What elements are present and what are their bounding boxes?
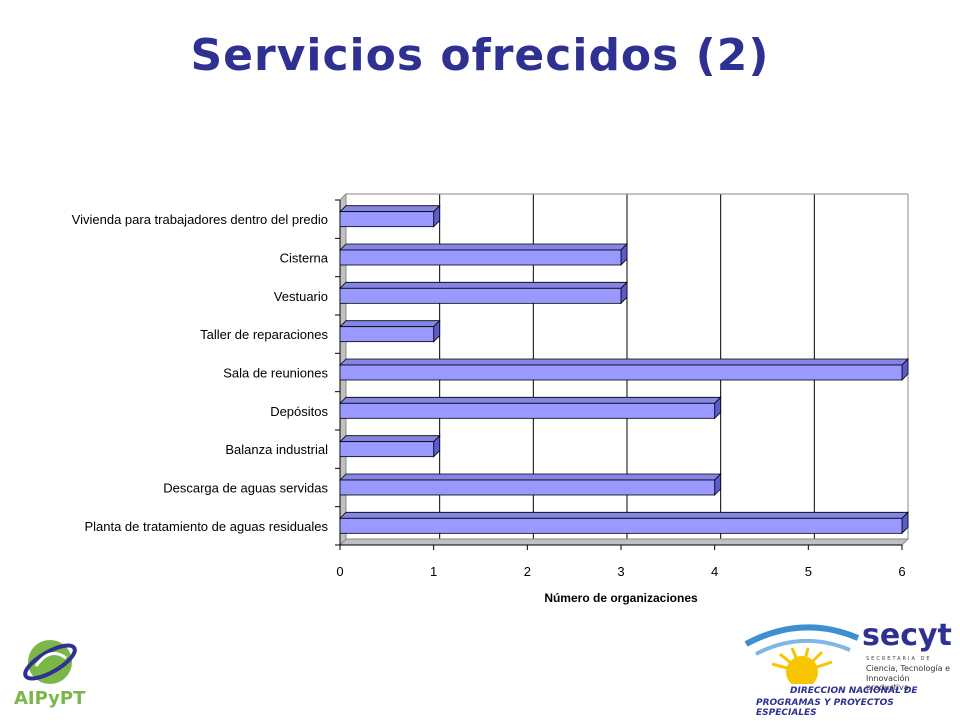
bar-chart: Vivienda para trabajadores dentro del pr… [72, 192, 910, 605]
x-tick-label: 5 [805, 564, 812, 579]
bar [339, 441, 435, 458]
secyt-line1: Ciencia, Tecnología e [866, 664, 951, 673]
category-label: Depósitos [270, 404, 328, 419]
bar-top-face [339, 396, 722, 404]
bar [339, 211, 435, 228]
bar-top-face [339, 435, 441, 443]
bar-top-face [339, 281, 628, 289]
x-tick-label: 0 [336, 564, 343, 579]
secyt-logo: secyt SECRETARIA DE Ciencia, Tecnología … [742, 618, 952, 718]
category-label: Cisterna [280, 251, 329, 266]
aipypt-logo: AIPyPT [12, 636, 102, 716]
dept-line1: DIRECCION NACIONAL DE [790, 686, 918, 696]
sun-icon [744, 624, 860, 684]
aipypt-emblem-icon [23, 640, 77, 684]
bar-top-face [339, 320, 441, 328]
x-axis-label: Número de organizaciones [544, 591, 698, 605]
x-tick-label: 2 [524, 564, 531, 579]
category-label: Sala de reuniones [223, 366, 328, 381]
aipypt-text: AIPyPT [14, 688, 86, 709]
bar [339, 249, 622, 266]
x-tick-label: 3 [617, 564, 624, 579]
x-tick-label: 6 [898, 564, 905, 579]
secyt-line2: Innovación productiva [866, 674, 910, 692]
bar-top-face [339, 511, 909, 519]
category-label: Vestuario [274, 289, 328, 304]
bar [339, 402, 716, 419]
x-tick-label: 1 [430, 564, 437, 579]
bar-top-face [339, 205, 441, 213]
secyt-brand: secyt [862, 618, 952, 653]
plot-floor [338, 538, 910, 546]
category-label: Vivienda para trabajadores dentro del pr… [72, 212, 328, 227]
bar-top-face [339, 473, 722, 481]
category-label: Planta de tratamiento de aguas residuale… [84, 519, 328, 534]
category-label: Descarga de aguas servidas [163, 481, 328, 496]
bar [339, 287, 622, 304]
bar [339, 517, 903, 534]
category-label: Taller de reparaciones [200, 327, 328, 342]
bar [339, 364, 903, 381]
bar-top-face [339, 243, 628, 251]
secyt-tagline: SECRETARIA DE [866, 656, 932, 662]
x-tick-label: 4 [711, 564, 718, 579]
bar [339, 326, 435, 343]
bar-top-face [339, 358, 909, 366]
bar [339, 479, 716, 496]
page-title: Servicios ofrecidos (2) [190, 30, 770, 81]
category-label: Balanza industrial [225, 442, 328, 457]
dept-line2: PROGRAMAS Y PROYECTOS ESPECIALES [756, 698, 894, 718]
